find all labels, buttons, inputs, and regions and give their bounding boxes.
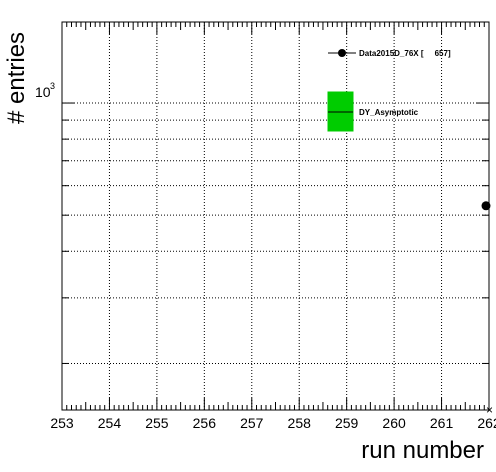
data-point xyxy=(481,201,491,211)
x-tick-label: 255 xyxy=(145,415,169,431)
axis-ticks xyxy=(61,22,490,410)
x-tick-label: 257 xyxy=(240,415,264,431)
x-tick-label: 260 xyxy=(382,415,406,431)
data-points xyxy=(481,201,491,211)
x-axis-exponent-mark: × xyxy=(486,403,493,417)
plot-frame xyxy=(61,21,490,411)
legend-entry-data: Data2015D_76X [ 657] xyxy=(328,49,451,58)
y-tick-exponent: 3 xyxy=(50,81,55,91)
legend-data-marker xyxy=(338,49,346,57)
x-axis-title: run number xyxy=(361,437,484,464)
y-tick-label: 10 3 xyxy=(35,81,55,100)
legend-data-label: Data2015D_76X [ 657] xyxy=(359,49,451,58)
x-tick-label: 262 xyxy=(477,415,496,431)
grid xyxy=(62,22,489,410)
y-axis-title: # entries xyxy=(3,32,30,124)
x-tick-labels: 253 254 255 256 257 258 259 260 261 262 xyxy=(50,415,496,431)
legend-entry-mc: DY_Asymptotic xyxy=(327,91,419,132)
x-tick-label: 253 xyxy=(50,415,74,431)
x-tick-label: 258 xyxy=(288,415,312,431)
x-tick-label: 261 xyxy=(430,415,454,431)
x-tick-label: 254 xyxy=(98,415,122,431)
legend-mc-label: DY_Asymptotic xyxy=(359,108,419,117)
x-tick-label: 256 xyxy=(193,415,217,431)
x-tick-label: 259 xyxy=(335,415,359,431)
y-tick-base: 10 xyxy=(35,84,51,100)
legend: Data2015D_76X [ 657] DY_Asymptotic xyxy=(327,49,451,132)
